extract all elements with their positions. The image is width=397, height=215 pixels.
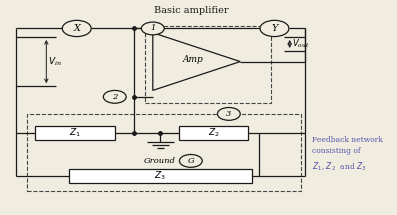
Text: G: G (187, 157, 194, 165)
Text: $Z_1$: $Z_1$ (69, 127, 81, 139)
Text: $V_{\mathregular{in}}$: $V_{\mathregular{in}}$ (48, 55, 62, 68)
Bar (69, 169, 252, 183)
Text: $Z_2$: $Z_2$ (208, 127, 220, 139)
Polygon shape (153, 33, 240, 91)
Bar (179, 126, 248, 140)
Bar (35, 126, 115, 140)
Text: Y: Y (271, 24, 278, 33)
Text: Basic amplifier: Basic amplifier (154, 6, 228, 15)
Text: X: X (73, 24, 80, 33)
Text: 3: 3 (226, 110, 231, 118)
Circle shape (141, 22, 164, 35)
Text: Ground: Ground (144, 157, 175, 165)
Circle shape (179, 155, 202, 167)
Bar (27, 114, 301, 191)
Text: $Z_3$: $Z_3$ (154, 170, 166, 182)
Circle shape (260, 20, 289, 37)
Text: $V_{\mathregular{out}}$: $V_{\mathregular{out}}$ (291, 38, 309, 50)
Text: 1: 1 (150, 25, 156, 32)
Text: Feedback network
consisting of
$Z_1$, $Z_2$  and $Z_3$: Feedback network consisting of $Z_1$, $Z… (312, 136, 383, 173)
Text: Amp: Amp (182, 55, 203, 64)
Circle shape (62, 20, 91, 37)
Circle shape (218, 108, 240, 120)
Text: 2: 2 (112, 93, 118, 101)
Bar (145, 26, 271, 103)
Circle shape (103, 91, 126, 103)
